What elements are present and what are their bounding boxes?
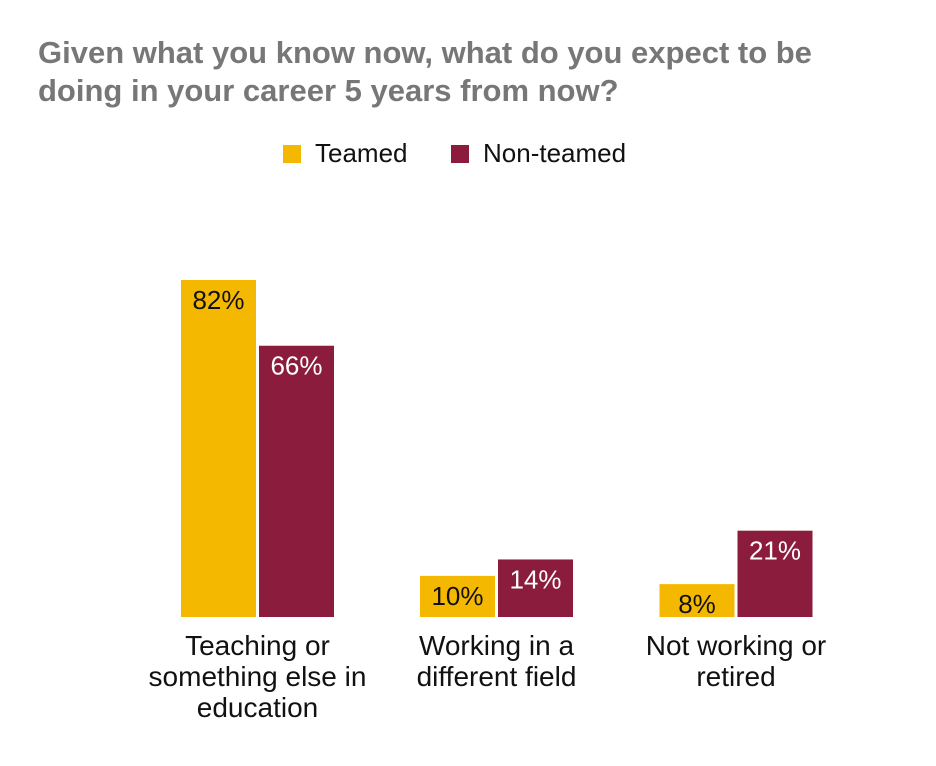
legend-label: Teamed	[315, 138, 408, 168]
bar	[420, 575, 495, 617]
value-label: 82%	[192, 285, 244, 315]
bar	[181, 279, 256, 617]
chart-title: Given what you know now, what do you exp…	[38, 35, 812, 108]
bar	[259, 345, 334, 617]
x-tick-label: Working in a different field	[416, 630, 577, 692]
value-label: 66%	[270, 351, 322, 381]
value-label: 21%	[749, 536, 801, 566]
x-tick-label: Not working or retired	[645, 630, 827, 692]
value-label: 8%	[678, 589, 716, 619]
value-label: 14%	[509, 564, 561, 594]
bar	[498, 559, 573, 617]
legend-swatch	[451, 145, 469, 163]
x-tick-label: Teaching or something else in education	[148, 630, 367, 723]
bar	[659, 584, 735, 617]
bar	[737, 530, 813, 617]
legend-swatch	[283, 145, 301, 163]
legend-label: Non-teamed	[483, 138, 626, 168]
value-label: 10%	[431, 581, 483, 611]
